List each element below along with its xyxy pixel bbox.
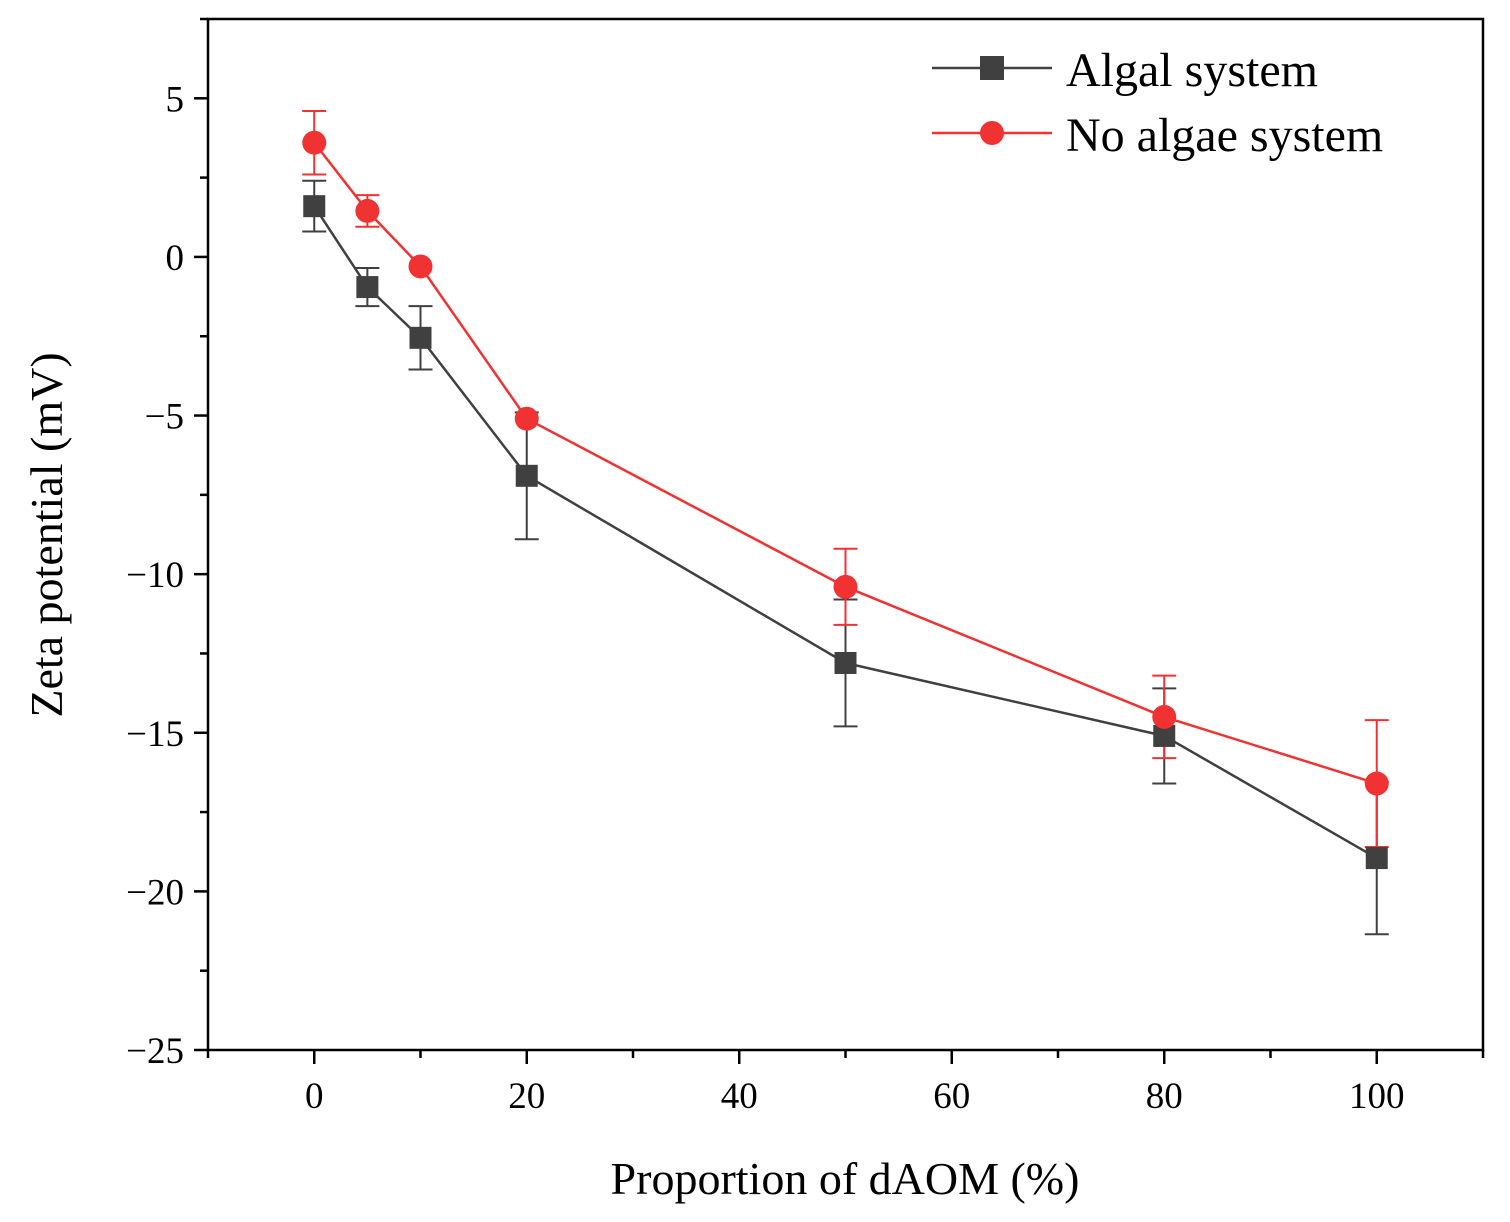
data-point-square xyxy=(409,326,432,349)
x-tick-labels: 0 20 40 60 80 100 xyxy=(305,1076,1405,1117)
data-point-circle xyxy=(1364,771,1389,796)
legend-entry-algal: Algal system xyxy=(932,44,1318,97)
y-tick-label: −25 xyxy=(126,1031,184,1072)
legend: Algal system No algae system xyxy=(932,44,1383,162)
data-point-square xyxy=(356,276,379,299)
data-point-circle xyxy=(1152,704,1177,729)
y-tick-labels: 5 0 −5 −10 −15 −20 −25 xyxy=(126,79,184,1072)
data-point-square xyxy=(1365,847,1388,870)
y-axis-title: Zeta potential (mV) xyxy=(21,352,72,717)
legend-label-no-algae: No algae system xyxy=(1066,109,1383,162)
series-lines xyxy=(313,141,1378,860)
y-tick-label: −15 xyxy=(126,714,184,755)
x-tick-label: 60 xyxy=(933,1076,970,1117)
legend-entry-no-algae: No algae system xyxy=(932,109,1383,162)
axis-ticks xyxy=(194,17,1485,1064)
x-tick-label: 0 xyxy=(305,1076,324,1117)
data-point-square xyxy=(515,464,538,487)
data-point-circle xyxy=(833,574,858,599)
y-tick-label: −10 xyxy=(126,555,184,596)
y-tick-label: 0 xyxy=(166,238,185,279)
series-line-0 xyxy=(313,205,1378,860)
data-point-circle xyxy=(355,198,380,223)
legend-marker-circle xyxy=(980,121,1004,145)
data-point-circle xyxy=(514,406,539,431)
series-markers xyxy=(302,130,1389,870)
data-point-circle xyxy=(302,130,327,155)
x-tick-label: 40 xyxy=(721,1076,758,1117)
x-tick-label: 80 xyxy=(1146,1076,1183,1117)
plot-frame xyxy=(206,17,1485,1052)
data-point-square xyxy=(834,651,857,674)
x-tick-label: 100 xyxy=(1349,1076,1405,1117)
data-point-circle xyxy=(408,254,433,279)
legend-marker-square xyxy=(980,56,1004,80)
y-tick-label: −5 xyxy=(145,397,184,438)
data-point-square xyxy=(1153,724,1176,747)
y-tick-label: −20 xyxy=(126,872,184,913)
y-tick-label: 5 xyxy=(166,79,185,120)
x-tick-label: 20 xyxy=(508,1076,545,1117)
error-bars xyxy=(302,109,1389,936)
data-point-square xyxy=(303,195,326,218)
legend-label-algal: Algal system xyxy=(1066,44,1318,97)
x-axis-title: Proportion of dAOM (%) xyxy=(611,1153,1080,1204)
